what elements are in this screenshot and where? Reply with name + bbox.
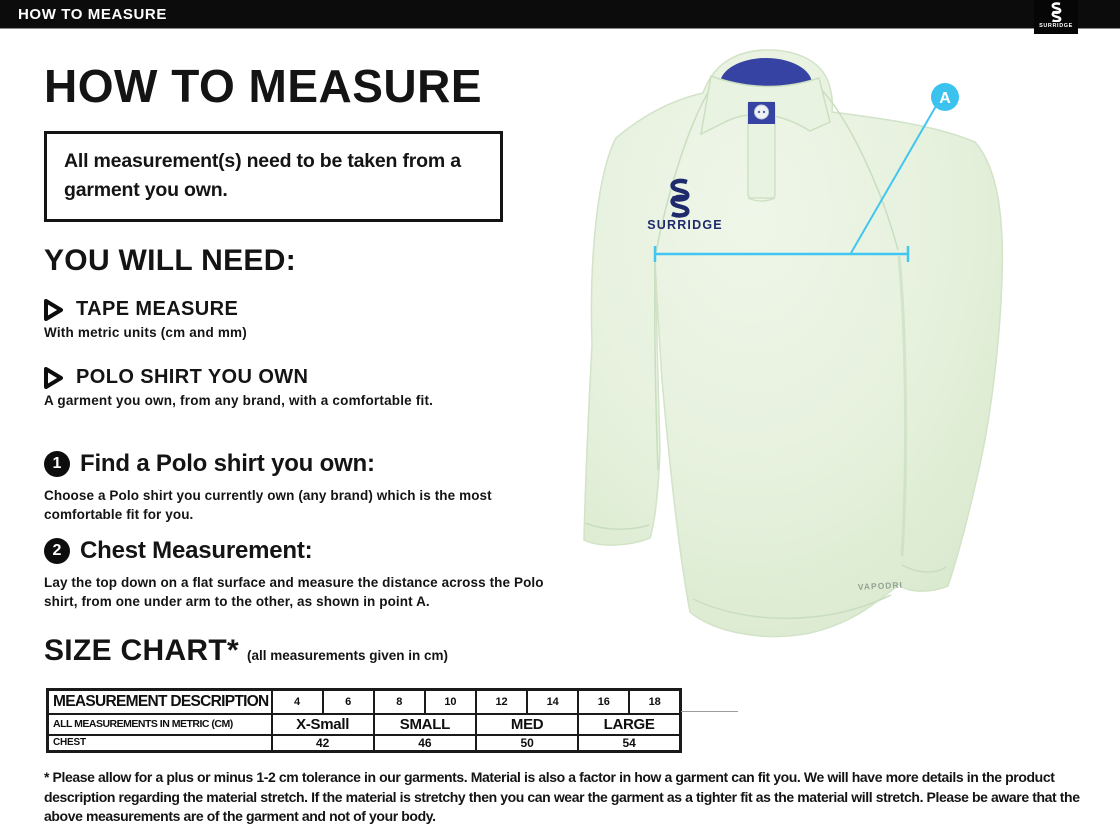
size-group-row: ALL MEASUREMENTS IN METRIC (CM) X-Small … (46, 712, 682, 736)
value-cell: 42 (270, 733, 375, 753)
table-header-row: MEASUREMENT DESCRIPTION 4 6 8 10 12 14 1… (46, 688, 682, 715)
page-title: HOW TO MEASURE (44, 60, 483, 112)
value-cell: 54 (577, 733, 682, 753)
value-cell: 50 (474, 733, 580, 753)
need-item-title: POLO SHIRT YOU OWN (76, 366, 309, 388)
measurement-lines (653, 105, 937, 262)
surridge-s-icon (1051, 2, 1062, 22)
step-1-title: Find a Polo shirt you own: (80, 450, 375, 477)
size-group-cell: MED (474, 712, 580, 736)
table-extension-line (681, 711, 738, 712)
size-chart-table: MEASUREMENT DESCRIPTION 4 6 8 10 12 14 1… (46, 688, 682, 753)
step-2-description: Lay the top down on a flat surface and m… (44, 575, 544, 609)
step-1-badge: 1 (44, 451, 70, 477)
measurement-marker-label: A (939, 90, 951, 107)
notice-box: All measurement(s) need to be taken from… (44, 131, 503, 222)
size-group-cell: LARGE (577, 712, 682, 736)
arrow-bullet-icon (44, 366, 63, 389)
step-1-description: Choose a Polo shirt you currently own (a… (44, 488, 492, 522)
collar-button (754, 104, 769, 120)
notice-text: All measurement(s) need to be taken from… (64, 150, 461, 201)
brand-logo: SURRIDGE (1034, 0, 1078, 34)
chest-row: CHEST 42 46 50 54 (46, 733, 682, 753)
surridge-s-icon (670, 178, 690, 218)
step-2: 2 Chest Measurement: Lay the top down on… (44, 537, 554, 611)
size-cell: 18 (628, 688, 682, 715)
size-group-cell: X-Small (270, 712, 375, 736)
placket (747, 101, 776, 202)
shirt-seams (584, 85, 947, 620)
need-item-description: With metric units (cm and mm) (44, 325, 247, 340)
size-chart-heading: SIZE CHART* (44, 634, 239, 667)
arrow-bullet-icon (44, 298, 63, 321)
value-cell: 46 (372, 733, 478, 753)
measurement-description-header: MEASUREMENT DESCRIPTION (46, 688, 273, 715)
size-chart-heading-row: SIZE CHART* (all measurements given in c… (44, 634, 448, 668)
chest-logo-text: SURRIDGE (647, 218, 723, 232)
chest-logo: SURRIDGE (647, 178, 723, 232)
size-cell: 16 (577, 688, 631, 715)
row-label: CHEST (46, 733, 273, 753)
step-2-title: Chest Measurement: (80, 537, 313, 564)
size-group-cell: SMALL (372, 712, 478, 736)
need-item-tape-measure: TAPE MEASURE With metric units (cm and m… (44, 298, 247, 340)
step-2-badge: 2 (44, 538, 70, 564)
you-will-need-heading: YOU WILL NEED: (44, 244, 296, 277)
size-cell: 8 (372, 688, 426, 715)
need-item-polo-shirt: POLO SHIRT YOU OWN A garment you own, fr… (44, 366, 433, 408)
brand-logo-text: SURRIDGE (1039, 23, 1073, 29)
measurement-marker (931, 83, 959, 111)
step-1: 1 Find a Polo shirt you own: Choose a Po… (44, 450, 554, 524)
size-cell: 12 (474, 688, 529, 715)
size-cell: 4 (270, 688, 324, 715)
top-bar: HOW TO MEASURE (0, 0, 1120, 29)
need-item-title: TAPE MEASURE (76, 298, 239, 320)
footnote: * Please allow for a plus or minus 1-2 c… (44, 769, 1080, 824)
need-item-description: A garment you own, from any brand, with … (44, 393, 434, 408)
fabric-tech-text: VAPODRI (858, 580, 904, 592)
size-chart-subheading: (all measurements given in cm) (246, 648, 449, 663)
top-bar-title: HOW TO MEASURE (18, 6, 167, 23)
shirt-body (583, 49, 1004, 638)
size-cell: 14 (526, 688, 580, 715)
size-cell: 6 (321, 688, 375, 715)
metric-label: ALL MEASUREMENTS IN METRIC (CM) (46, 712, 273, 736)
size-cell: 10 (423, 688, 478, 715)
